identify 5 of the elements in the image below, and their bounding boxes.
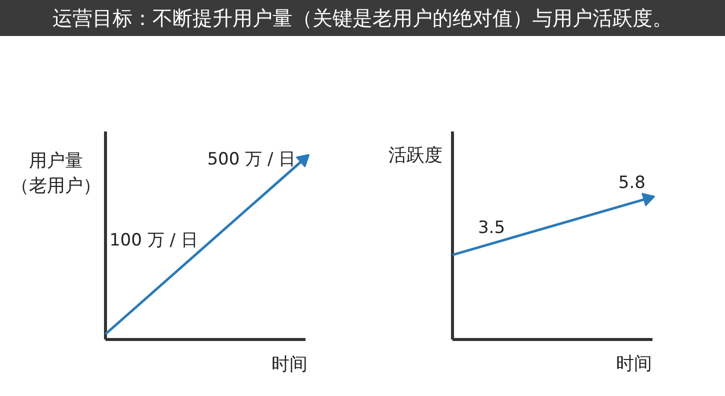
annotation: 3.5 [478, 218, 506, 238]
chart-title: 运营目标：不断提升用户量（关键是老用户的绝对值）与用户活跃度。 [52, 5, 672, 32]
x-axis-title: 时间 [616, 354, 652, 375]
text: 5.8 [618, 173, 646, 194]
y-axis-title: 活跃度 [388, 144, 442, 166]
